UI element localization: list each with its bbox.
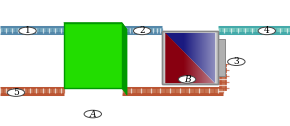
Text: 1: 1	[25, 26, 30, 35]
Circle shape	[228, 58, 245, 66]
Circle shape	[84, 110, 102, 118]
Circle shape	[7, 89, 25, 96]
Bar	[162, 32, 218, 84]
Bar	[64, 23, 122, 88]
Text: 3: 3	[233, 57, 239, 66]
Text: A: A	[90, 109, 96, 119]
Polygon shape	[64, 23, 127, 30]
Polygon shape	[165, 33, 215, 83]
Text: B: B	[184, 75, 190, 84]
Text: 2: 2	[139, 26, 145, 35]
Text: 5: 5	[13, 88, 19, 97]
Bar	[218, 39, 225, 76]
Circle shape	[178, 76, 196, 83]
Circle shape	[258, 27, 276, 35]
Polygon shape	[165, 33, 215, 83]
Bar	[162, 32, 218, 84]
Polygon shape	[122, 23, 127, 95]
Circle shape	[19, 27, 36, 35]
Circle shape	[133, 27, 151, 35]
Text: 4: 4	[264, 26, 270, 35]
